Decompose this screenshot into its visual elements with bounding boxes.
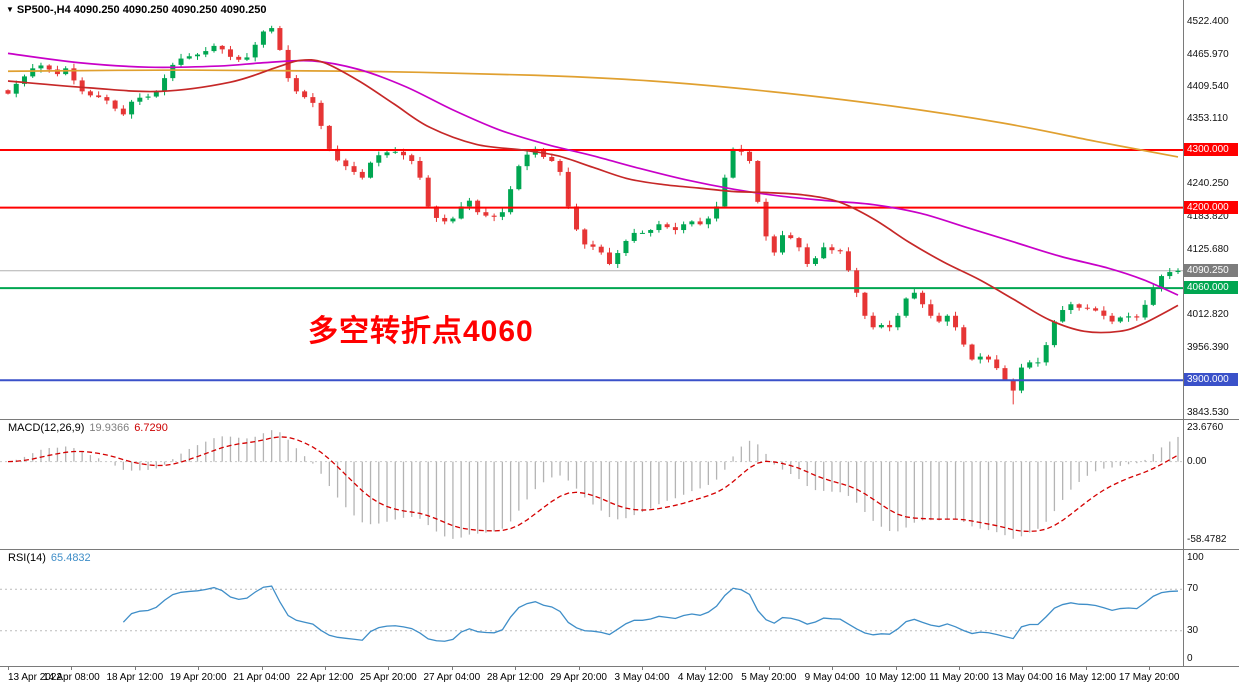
macd-label: MACD(12,26,9) 19.9366 6.7290 (8, 422, 173, 434)
candlesticks (5, 25, 1181, 405)
rsi-label: RSI(14) 65.4832 (8, 552, 96, 564)
moving-averages (7, 52, 1179, 334)
macd-main-value: 19.9366 (89, 422, 130, 434)
rsi-line (122, 585, 1179, 642)
ma-line-slow-orange (7, 69, 1179, 158)
rsi-indicator (0, 585, 1183, 642)
horizontal-lines[interactable] (0, 149, 1183, 382)
macd-indicator (0, 430, 1183, 539)
symbol-dropdown-icon[interactable]: ▼ (6, 5, 14, 14)
ma-line-medium-magenta (7, 52, 1179, 296)
ohlc-info: ▼ SP500-,H4 4090.250 4090.250 4090.250 40… (6, 4, 266, 16)
macd-signal-value: 6.7290 (134, 422, 168, 434)
chart-annotation[interactable]: 多空转折点4060 (308, 315, 534, 348)
ohlc-text: SP500-,H4 4090.250 4090.250 4090.250 409… (16, 4, 267, 16)
rsi-value: 65.4832 (50, 552, 91, 564)
ma-line-fast-red (7, 58, 1179, 334)
macd-name: MACD(12,26,9) (8, 422, 85, 434)
rsi-name: RSI(14) (8, 552, 46, 564)
